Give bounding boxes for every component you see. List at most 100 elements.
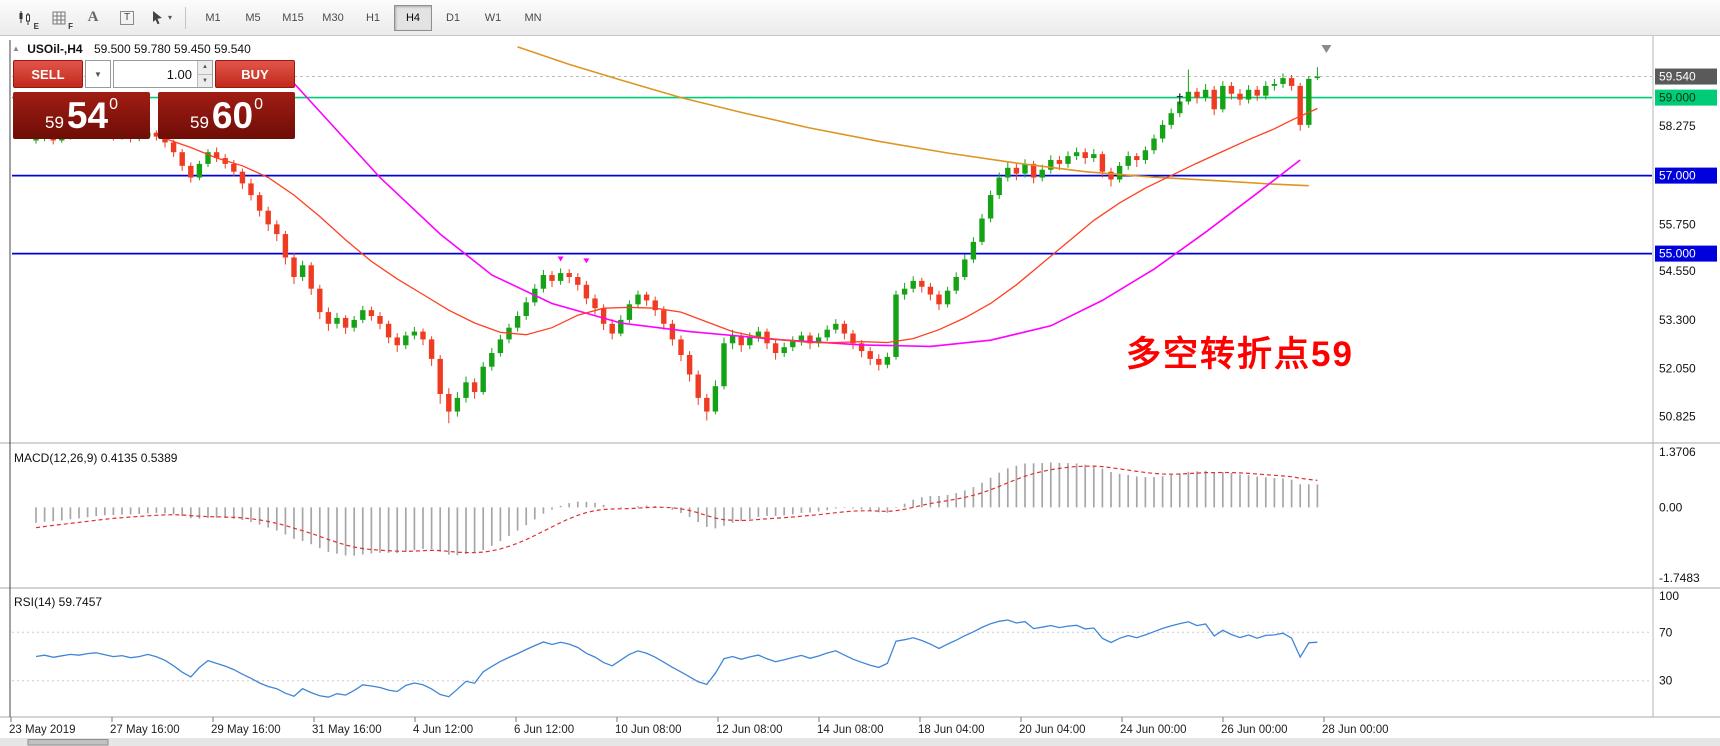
candle-body <box>1263 85 1269 96</box>
candle-body <box>549 275 555 281</box>
cursor-tools-button[interactable]: ▾ <box>145 4 177 32</box>
fractal-marker-icon <box>557 256 564 262</box>
candle-body <box>231 163 237 172</box>
candle-body <box>299 265 306 277</box>
macd-signal-line <box>35 465 1318 554</box>
blue-price-label <box>1655 167 1717 184</box>
candle-body <box>1125 156 1131 166</box>
time-axis-label: 26 Jun 00:00 <box>1221 724 1288 736</box>
candle-body <box>1039 169 1045 178</box>
timeframe-h4[interactable]: H4 <box>394 4 432 31</box>
volume-preset-dropdown[interactable]: ▼ <box>85 60 111 88</box>
chart-background[interactable] <box>0 36 1720 746</box>
candle-body <box>772 343 779 354</box>
time-axis-label: 23 May 2019 <box>9 724 76 736</box>
candle-body <box>239 171 246 184</box>
candle-body <box>153 132 160 137</box>
dagger-annotation: † <box>1176 90 1184 106</box>
green-price-label <box>1655 89 1717 106</box>
candle-body <box>334 317 340 324</box>
candle-body <box>471 382 478 393</box>
grid-button[interactable]: F <box>43 4 75 32</box>
candle-body <box>179 152 185 166</box>
timeframe-m1[interactable]: M1 <box>205 11 221 24</box>
candle-body <box>592 298 598 309</box>
candle-body <box>514 316 521 328</box>
candle-body <box>747 337 753 346</box>
scrollbar-thumb[interactable] <box>27 739 109 746</box>
candle-body <box>936 294 942 305</box>
panel-expander-icon[interactable]: ▲ <box>12 44 20 53</box>
candle-body <box>1108 171 1114 180</box>
timeframe-m5[interactable]: M5 <box>245 11 261 24</box>
font-tool-button[interactable]: A <box>77 4 109 32</box>
price-axis-value: 59.000 <box>1659 91 1696 105</box>
candle-body <box>798 335 805 342</box>
volume-decrement-button[interactable]: ▼ <box>197 74 212 87</box>
timeframe-h1[interactable]: H1 <box>365 11 381 24</box>
candle-body <box>342 317 349 328</box>
bid-pip-digit: 0 <box>109 96 118 113</box>
candle-body <box>609 323 615 334</box>
candle-body <box>213 152 220 159</box>
chart-shift-marker-icon[interactable] <box>1321 45 1332 53</box>
candle-body <box>385 323 392 338</box>
volume-increment-button[interactable]: ▲ <box>197 61 212 75</box>
candle-body <box>1194 91 1200 98</box>
candle-body <box>170 142 177 153</box>
candlestick-chart-button[interactable]: E <box>9 4 41 32</box>
candle-body <box>377 316 383 324</box>
sell-button[interactable]: SELL <box>13 60 83 88</box>
candle-body <box>1168 113 1174 125</box>
candle-body <box>1151 138 1157 151</box>
sell-price-display[interactable]: 59 54 0 <box>13 92 150 139</box>
candle-body <box>162 136 168 143</box>
candle-body <box>695 374 701 398</box>
candle-body <box>1048 160 1054 170</box>
timeframe-mn[interactable]: MN <box>524 11 542 24</box>
ma-slow-line <box>517 46 1309 187</box>
candle-body <box>815 337 822 344</box>
candle-body <box>497 339 504 354</box>
candle-body <box>205 152 211 164</box>
price-axis-value: 59.540 <box>1659 70 1696 84</box>
candle-body <box>1245 89 1252 100</box>
buy-price-display[interactable]: 59 60 0 <box>158 92 295 139</box>
candle-body <box>256 195 263 211</box>
candle-body <box>1142 150 1149 160</box>
price-axis-value: 50.825 <box>1659 409 1696 423</box>
candle-body <box>188 165 194 178</box>
candle-body <box>1211 89 1217 110</box>
candle-body <box>652 300 658 311</box>
candle-body <box>781 347 787 354</box>
grid-icon <box>52 11 66 24</box>
text-label-tool-button[interactable]: T <box>111 4 143 32</box>
candle-body <box>583 284 590 299</box>
candle-body <box>669 323 676 340</box>
time-axis-label: 24 Jun 00:00 <box>1120 724 1187 736</box>
timeframe-m30[interactable]: M30 <box>322 11 344 24</box>
timeframe-w1[interactable]: W1 <box>484 11 502 24</box>
rsi-axis-value: 30 <box>1659 674 1673 688</box>
candle-body <box>858 343 865 352</box>
candle-body <box>1082 152 1088 159</box>
buy-button[interactable]: BUY <box>215 60 295 88</box>
candle-body <box>411 331 418 336</box>
chart-title: ▲ USOil-,H4 59.500 59.780 59.450 59.540 <box>12 42 251 56</box>
timeframe-d1[interactable]: D1 <box>445 11 461 24</box>
candle-body <box>850 333 856 344</box>
icon-sub-label: E <box>33 21 39 31</box>
candle-body <box>867 351 873 359</box>
time-axis-label: 4 Jun 12:00 <box>413 724 473 736</box>
candle-body <box>953 277 959 291</box>
text-t-icon: T <box>119 10 135 25</box>
timeframe-m15[interactable]: M15 <box>282 11 304 24</box>
toolbar-separator <box>185 6 186 29</box>
candle-body <box>893 294 899 357</box>
volume-input[interactable] <box>113 60 213 88</box>
candle-body <box>446 394 452 412</box>
candlestick-icon <box>19 10 30 25</box>
candle-body <box>901 288 908 295</box>
candle-body <box>394 337 400 346</box>
